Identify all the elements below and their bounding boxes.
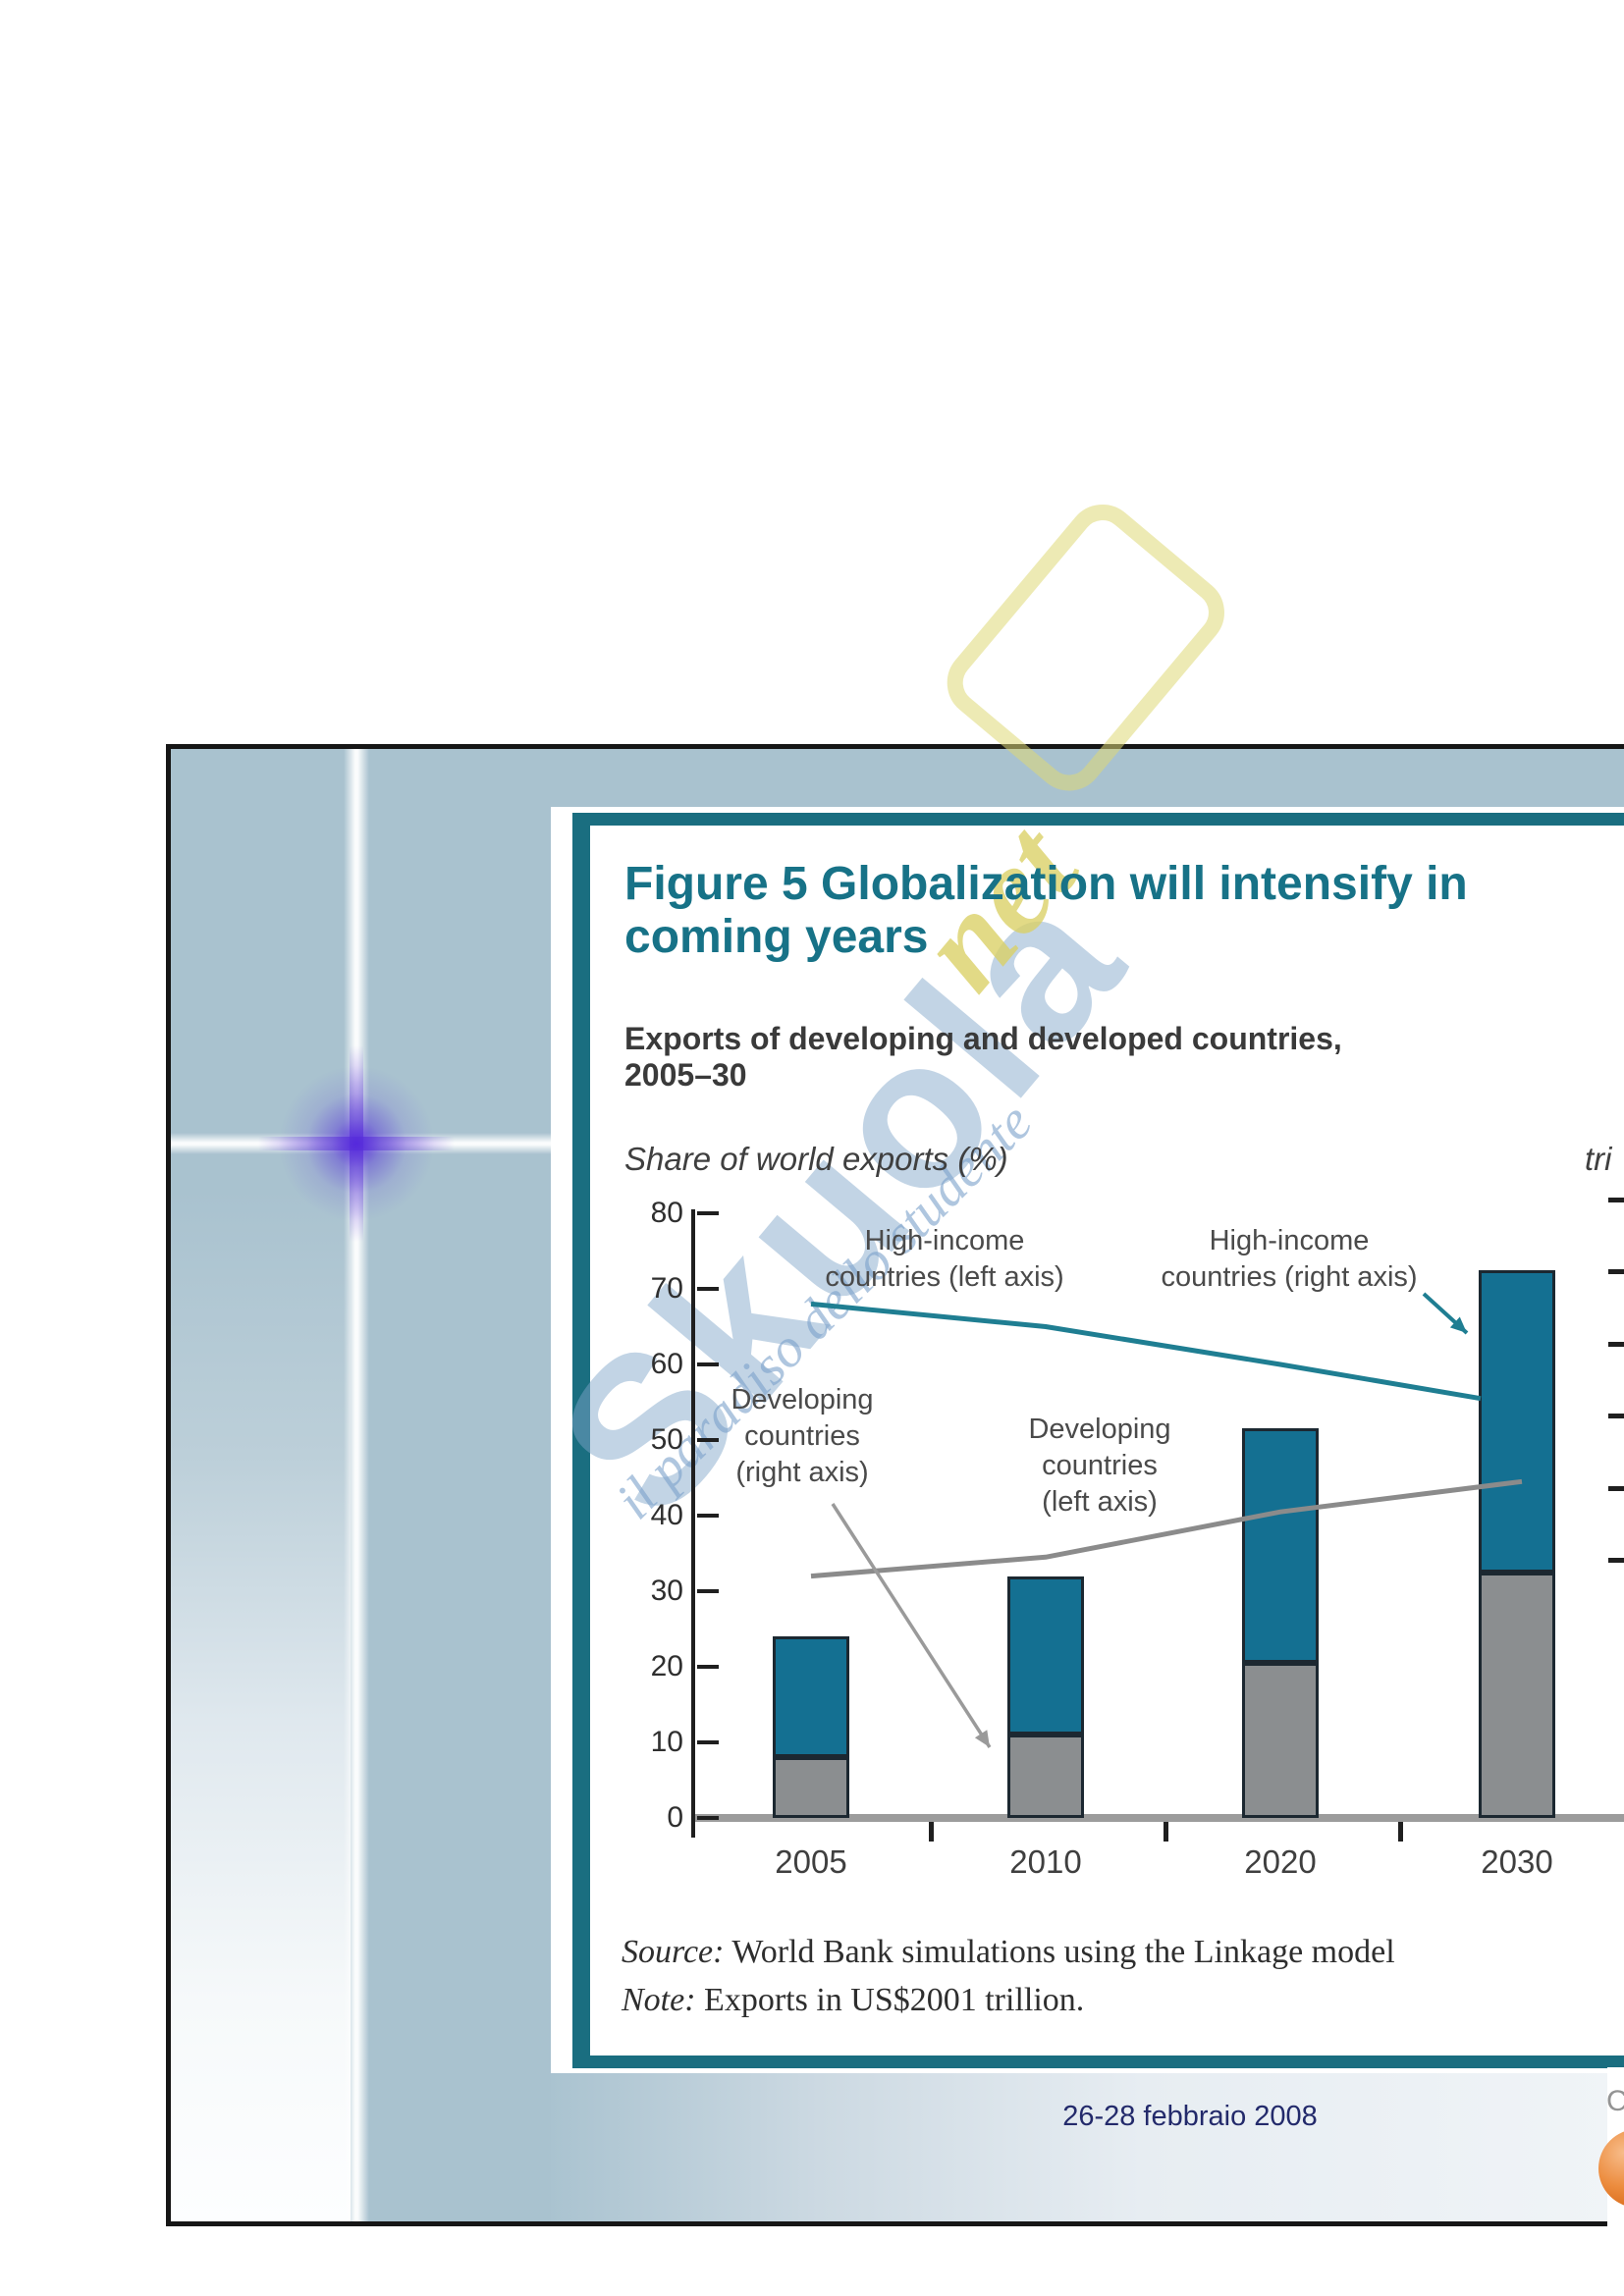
y-tick-label-40: 40 xyxy=(650,1499,683,1531)
y-tick-0 xyxy=(697,1816,719,1820)
bar-2010-developing xyxy=(1007,1735,1084,1818)
bar-2010-high-income xyxy=(1007,1575,1084,1735)
y-tick-label-20: 20 xyxy=(650,1650,683,1682)
x-tick-2 xyxy=(1398,1822,1403,1842)
corner-text-fragment: C xyxy=(1606,2085,1624,2117)
y-tick-30 xyxy=(697,1589,719,1593)
y-tick-70 xyxy=(697,1287,719,1291)
y-tick-label-80: 80 xyxy=(650,1197,683,1229)
figure-title: Figure 5 Globalization will intensify in… xyxy=(624,858,1468,963)
right-axis-tick-4 xyxy=(1608,1486,1624,1491)
slide-date: 26-28 febbraio 2008 xyxy=(1062,2101,1318,2132)
annotation-high-income-left-axis: High-income countries (left axis) xyxy=(825,1225,1064,1293)
y-tick-label-50: 50 xyxy=(650,1423,683,1456)
note-label: Note: xyxy=(622,1982,696,2018)
figure-panel xyxy=(551,807,1624,2073)
right-axis-tick-0 xyxy=(1608,1198,1624,1202)
y-tick-10 xyxy=(697,1740,719,1744)
y-tick-label-10: 10 xyxy=(650,1726,683,1758)
y-tick-label-0: 0 xyxy=(667,1801,683,1834)
figure-panel-border-top xyxy=(572,813,1624,826)
y-tick-label-60: 60 xyxy=(650,1348,683,1380)
slide-left-gradient xyxy=(171,749,351,2221)
x-axis-label-2010: 2010 xyxy=(1009,1843,1082,1880)
y-tick-50 xyxy=(697,1438,719,1442)
x-axis-label-2020: 2020 xyxy=(1244,1843,1317,1880)
bar-2020-developing xyxy=(1242,1663,1319,1818)
source-text: World Bank simulations using the Linkage… xyxy=(724,1934,1395,1970)
decorative-vertical-band xyxy=(344,749,369,2221)
figure-subtitle: Exports of developing and developed coun… xyxy=(624,1021,1342,1093)
y-tick-20 xyxy=(697,1665,719,1669)
annotation-developing-left-axis: Developing countries (left axis) xyxy=(1028,1414,1171,1518)
y-axis-line xyxy=(691,1209,695,1838)
x-axis-label-2030: 2030 xyxy=(1481,1843,1553,1880)
slide-border-bottom xyxy=(166,2221,1607,2226)
right-axis-tick-2 xyxy=(1608,1342,1624,1347)
annotation-high-income-right-axis: High-income countries (right axis) xyxy=(1161,1225,1418,1293)
figure-panel-border-bottom xyxy=(572,2056,1624,2068)
source-label: Source: xyxy=(622,1934,725,1970)
left-axis-caption: Share of world exports (%) xyxy=(624,1141,1008,1177)
bar-2005-developing xyxy=(773,1757,849,1818)
source-line: Source: World Bank simulations using the… xyxy=(622,1934,1624,1971)
y-tick-label-30: 30 xyxy=(650,1575,683,1607)
y-tick-60 xyxy=(697,1362,719,1366)
right-axis-tick-5 xyxy=(1608,1558,1624,1563)
note-line: Note: Exports in US$2001 trillion. xyxy=(622,1982,1624,2019)
bar-2005-high-income xyxy=(773,1636,849,1758)
slide-bottom-strip xyxy=(551,2068,1624,2221)
right-axis-caption-fragment: tri xyxy=(1585,1141,1612,1177)
x-tick-1 xyxy=(1164,1822,1168,1842)
cross-flare-glow xyxy=(278,1065,435,1222)
y-tick-label-70: 70 xyxy=(650,1272,683,1305)
right-axis-tick-3 xyxy=(1608,1414,1624,1418)
right-axis-tick-1 xyxy=(1608,1269,1624,1274)
x-axis-label-2005: 2005 xyxy=(775,1843,847,1880)
x-axis-baseline xyxy=(691,1814,1624,1822)
bar-2030-developing xyxy=(1479,1572,1555,1818)
slide-border-top xyxy=(166,744,1624,749)
figure-panel-border-left xyxy=(572,813,590,2068)
bar-2030-high-income xyxy=(1479,1269,1555,1573)
bar-2020-high-income xyxy=(1242,1428,1319,1664)
slide-border-left xyxy=(166,744,171,2226)
x-tick-0 xyxy=(929,1822,934,1842)
annotation-developing-right-axis: Developing countries (right axis) xyxy=(731,1384,874,1488)
y-tick-40 xyxy=(697,1514,719,1518)
y-tick-80 xyxy=(697,1211,719,1215)
note-text: Exports in US$2001 trillion. xyxy=(695,1982,1085,2018)
